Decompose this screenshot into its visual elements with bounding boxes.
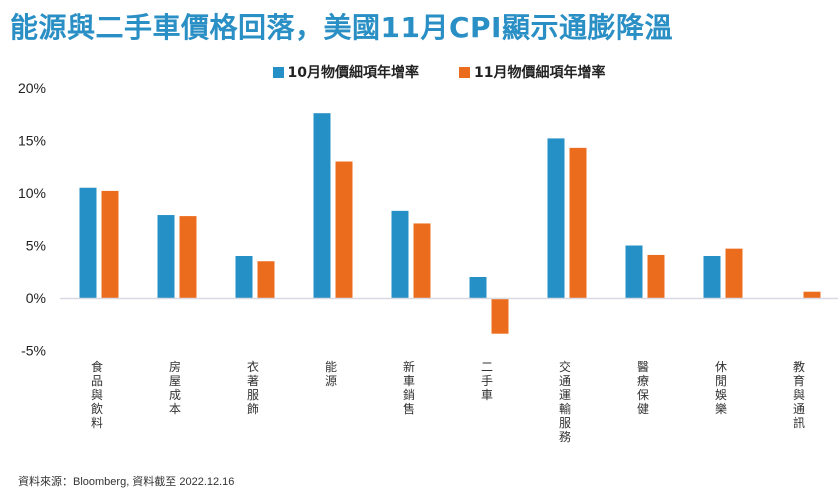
bar-nov-5: [491, 298, 509, 334]
bar-nov-9: [803, 291, 821, 298]
bar-oct-7: [625, 245, 643, 298]
bar-nov-1: [179, 216, 197, 298]
x-tick-label: 休閒娛樂: [715, 360, 727, 416]
bar-oct-6: [547, 138, 565, 298]
x-axis-labels: 食品與飲料 房屋成本 衣著服飾 能源 新車銷售 二手車 交通運輸服務 醫療保健 休閒娛樂 教育與通…: [91, 359, 805, 444]
legend-item-nov: 11月物價細項年增率: [459, 62, 605, 82]
legend-label-oct: 10月物價細項年增率: [287, 65, 419, 81]
legend: 10月物價細項年增率 11月物價細項年增率: [0, 62, 838, 82]
x-tick-label: 交通運輸服務: [559, 359, 571, 444]
bar-oct-0: [79, 187, 97, 298]
x-tick-label: 食品與飲料: [91, 359, 103, 430]
bar-oct-4: [391, 210, 409, 298]
bar-oct-8: [703, 256, 721, 298]
x-tick-label: 教育與通訊: [793, 359, 805, 430]
bar-oct-1: [157, 215, 175, 298]
x-tick-label: 二手車: [481, 360, 493, 402]
chart-title: 能源與二手車價格回落，美國11月CPI顯示通膨降溫: [10, 11, 673, 44]
bar-oct-3: [313, 113, 331, 298]
y-tick-label: 10%: [18, 185, 46, 201]
y-tick-label: 20%: [18, 80, 46, 96]
x-tick-label: 新車銷售: [403, 359, 415, 416]
bar-oct-5: [469, 277, 487, 298]
bar-nov-0: [101, 190, 119, 298]
x-tick-label: 能源: [325, 360, 337, 388]
legend-swatch-oct: [272, 66, 284, 78]
bar-nov-4: [413, 223, 431, 298]
legend-item-oct: 10月物價細項年增率: [272, 62, 419, 82]
bar-nov-3: [335, 161, 353, 298]
legend-swatch-nov: [459, 66, 470, 78]
bar-nov-6: [569, 147, 587, 298]
x-tick-label: 醫療保健: [637, 360, 649, 416]
y-tick-label: 15%: [18, 133, 46, 149]
y-tick-label: -5%: [21, 343, 46, 359]
bar-nov-7: [647, 254, 665, 298]
bars: [79, 113, 821, 334]
legend-label-nov: 11月物價細項年增率: [474, 65, 606, 81]
bar-oct-2: [235, 256, 253, 298]
bar-nov-8: [725, 248, 743, 298]
y-axis: 20% 15% 10% 5% 0% -5%: [18, 80, 46, 359]
y-tick-label: 5%: [26, 238, 46, 254]
x-tick-label: 房屋成本: [169, 359, 181, 416]
y-tick-label: 0%: [26, 290, 46, 306]
source-note: 資料來源：Bloomberg, 資料截至 2022.12.16: [18, 476, 235, 488]
bar-nov-2: [257, 261, 275, 298]
x-tick-label: 衣著服飾: [247, 359, 259, 416]
